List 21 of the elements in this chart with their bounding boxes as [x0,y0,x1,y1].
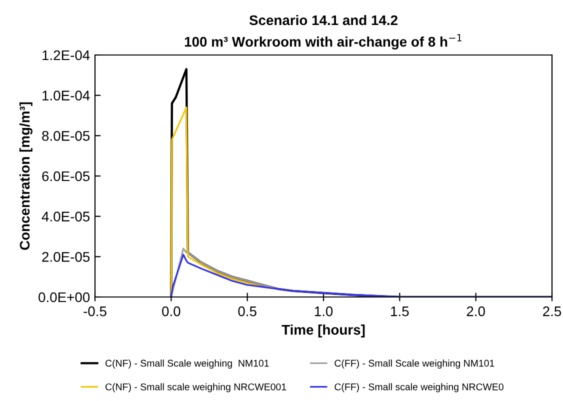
legend-label: C(NF) - Small Scale weighing NM101 [106,360,269,369]
chart-title: Scenario 14.1 and 14.2 100 m³ Workroom with air-change of 8 h$^{−1}$ [184,14,462,50]
y-tick-label: 1.2E-04 [42,50,90,60]
y-tick-label: 2.0E-05 [42,252,90,262]
y-tick-label: 8.0E-05 [42,131,90,141]
y-axis-title: Concentration [mg/m³] [19,102,32,250]
x-tick-label: 0.0 [162,306,180,316]
x-tick-label: 2.5 [543,306,562,316]
y-tick-label: 6.0E-05 [42,171,90,182]
y-tick-label: 0.0E+00 [38,292,90,302]
x-tick-label: 1.0 [314,306,333,316]
y-tick-label: 1.0E-04 [42,90,90,101]
x-tick-label: -0.5 [84,306,106,316]
legend-label: C(FF) - Small Scale weighing NM101 [334,360,494,369]
x-tick-label: 2.0 [466,306,485,316]
x-axis-title: Time [hours] [282,324,365,338]
x-tick-label: 0.5 [238,306,256,316]
x-tick-label: 1.5 [391,306,409,316]
legend-label: C(NF) - Small scale weighing NRCWE001 [106,383,286,392]
legend-label: C(FF) - Small scale weighing NRCWE0 [334,383,504,392]
y-tick-label: 4.0E-05 [42,212,90,222]
